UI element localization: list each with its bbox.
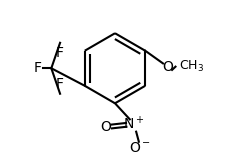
Text: F: F — [56, 46, 64, 60]
Text: O: O — [100, 120, 110, 134]
Text: N$^+$: N$^+$ — [123, 115, 144, 133]
Text: CH$_3$: CH$_3$ — [178, 59, 203, 74]
Text: F: F — [34, 61, 42, 75]
Text: F: F — [56, 77, 64, 91]
Text: O: O — [161, 60, 172, 74]
Text: O$^-$: O$^-$ — [129, 141, 151, 155]
